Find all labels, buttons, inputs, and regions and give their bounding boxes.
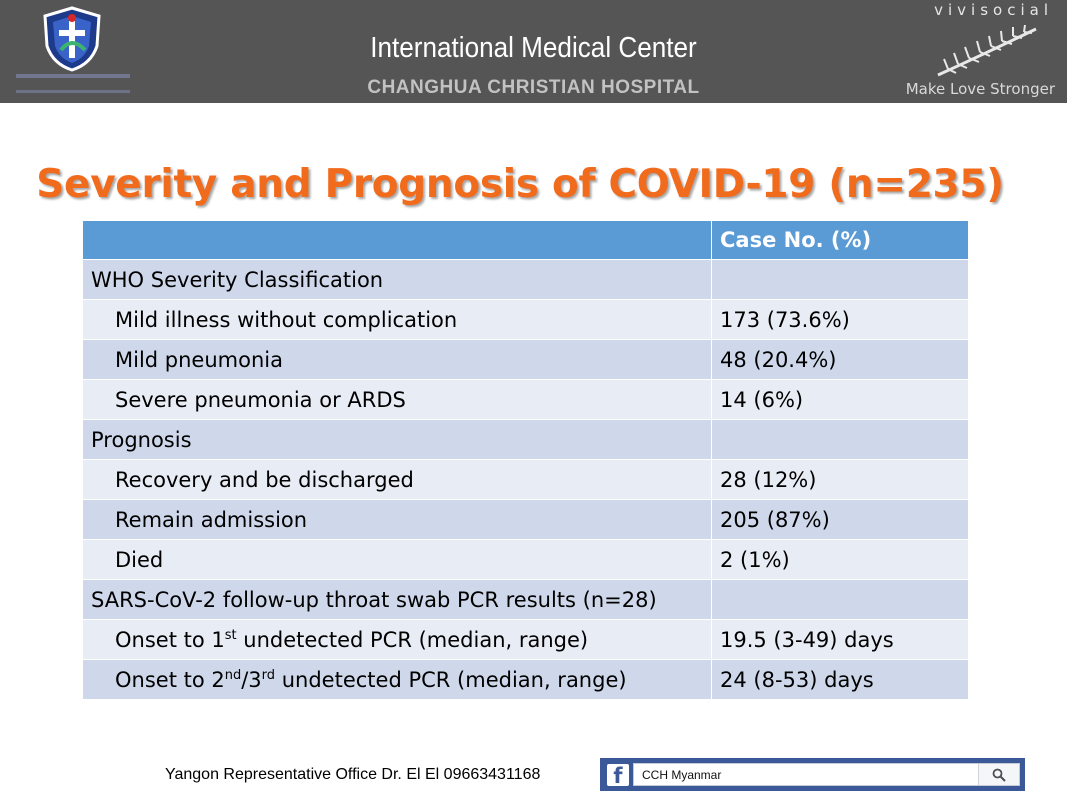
row-label: Remain admission	[82, 499, 712, 540]
table-header-cell	[82, 220, 712, 260]
brand-name: vivisocial	[934, 1, 1053, 19]
row-label: Onset to 2nd/3rd undetected PCR (median,…	[82, 659, 712, 700]
row-value: 19.5 (3-49) days	[711, 619, 969, 660]
facebook-search-bar: f CCH Myanmar	[600, 758, 1025, 791]
row-value	[711, 419, 969, 460]
table-row: Prognosis	[82, 419, 969, 460]
label-text: Onset to 1	[115, 627, 225, 652]
table-row: Mild pneumonia 48 (20.4%)	[82, 339, 969, 380]
table-header-cell: Case No. (%)	[711, 220, 969, 260]
hospital-shield-logo-icon	[43, 6, 101, 72]
row-value: 173 (73.6%)	[711, 299, 969, 340]
table-row: Recovery and be discharged 28 (12%)	[82, 459, 969, 500]
label-text: /3	[241, 667, 262, 692]
row-value: 48 (20.4%)	[711, 339, 969, 380]
header-title: International Medical Center	[370, 32, 697, 64]
facebook-search-input[interactable]: CCH Myanmar	[633, 763, 1020, 786]
label-superscript: rd	[261, 667, 276, 683]
row-value: 28 (12%)	[711, 459, 969, 500]
row-value: 24 (8-53) days	[711, 659, 969, 700]
table-row: Onset to 2nd/3rd undetected PCR (median,…	[82, 659, 969, 700]
table-row: SARS-CoV-2 follow-up throat swab PCR res…	[82, 579, 969, 620]
brand-tagline: Make Love Stronger	[905, 80, 1055, 98]
table-header-row: Case No. (%)	[82, 220, 969, 260]
label-text: Onset to 2	[115, 667, 225, 692]
row-label: Prognosis	[82, 419, 712, 460]
search-text: CCH Myanmar	[642, 768, 722, 782]
logo-caption-line	[16, 90, 130, 93]
label-text: undetected PCR (median, range)	[275, 667, 627, 692]
table-row: Mild illness without complication 173 (7…	[82, 299, 969, 340]
row-value	[711, 259, 969, 300]
row-label: Severe pneumonia or ARDS	[82, 379, 712, 420]
header-band: International Medical Center CHANGHUA CH…	[0, 0, 1067, 103]
table-row: WHO Severity Classification	[82, 259, 969, 300]
row-label: WHO Severity Classification	[82, 259, 712, 300]
logo-caption-line	[16, 74, 130, 78]
table-row: Died 2 (1%)	[82, 539, 969, 580]
row-label: SARS-CoV-2 follow-up throat swab PCR res…	[82, 579, 712, 620]
row-value	[711, 579, 969, 620]
slide-title: Severity and Prognosis of COVID-19 (n=23…	[36, 162, 1004, 207]
row-label: Mild illness without complication	[82, 299, 712, 340]
row-value: 205 (87%)	[711, 499, 969, 540]
row-value: 2 (1%)	[711, 539, 969, 580]
table-row: Remain admission 205 (87%)	[82, 499, 969, 540]
header-subtitle: CHANGHUA CHRISTIAN HOSPITAL	[367, 77, 700, 98]
severity-table: Case No. (%) WHO Severity Classification…	[82, 220, 969, 700]
hospital-logo	[14, 4, 132, 96]
facebook-icon[interactable]: f	[607, 764, 629, 788]
table-row: Severe pneumonia or ARDS 14 (6%)	[82, 379, 969, 420]
search-button[interactable]	[978, 764, 1019, 785]
label-superscript: st	[224, 627, 237, 643]
label-text: undetected PCR (median, range)	[236, 627, 589, 652]
contact-text: Yangon Representative Office Dr. El El 0…	[165, 766, 541, 783]
table-row: Onset to 1st undetected PCR (median, ran…	[82, 619, 969, 660]
search-icon	[992, 768, 1006, 782]
row-label: Mild pneumonia	[82, 339, 712, 380]
row-label: Onset to 1st undetected PCR (median, ran…	[82, 619, 712, 660]
row-label: Died	[82, 539, 712, 580]
row-value: 14 (6%)	[711, 379, 969, 420]
row-label: Recovery and be discharged	[82, 459, 712, 500]
label-superscript: nd	[224, 667, 242, 683]
silver-fern-icon	[937, 25, 1037, 77]
